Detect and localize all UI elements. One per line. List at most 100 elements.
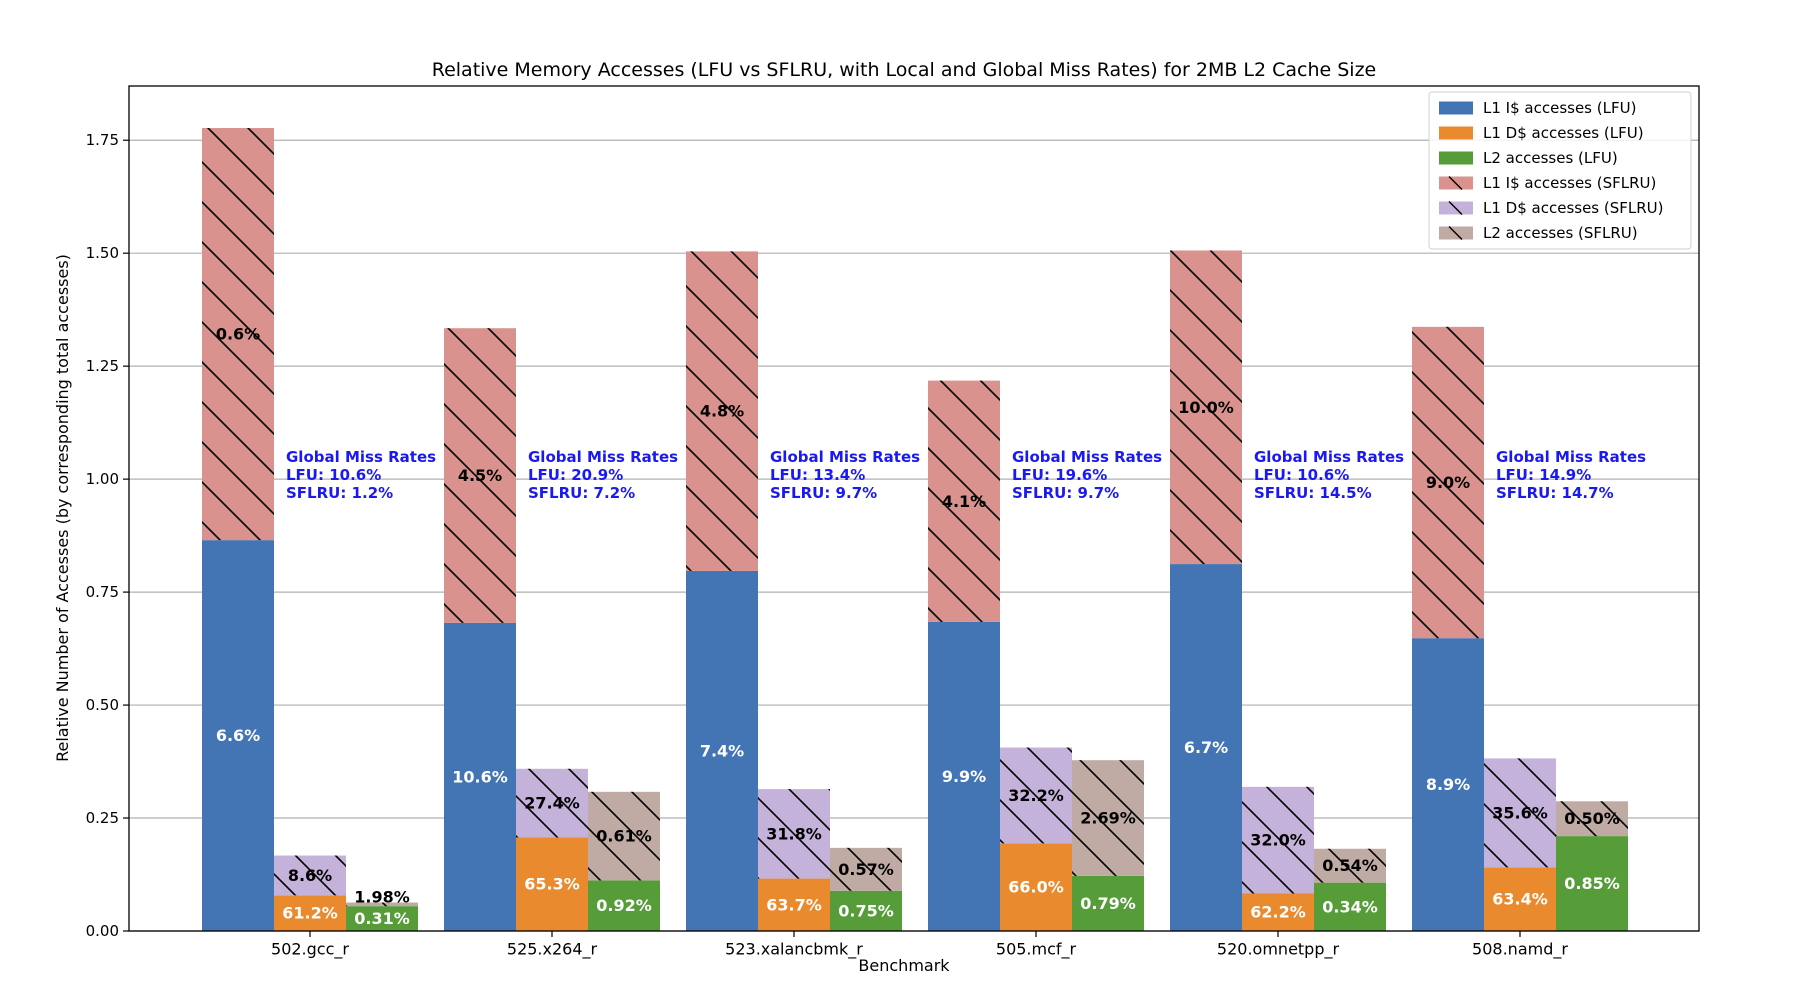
bar-l1i-lfu: [686, 570, 758, 931]
bar-l2-sflru-hatch: [830, 847, 902, 891]
legend-swatch-hatch: [1448, 201, 1463, 215]
bar-l1d-sflru-hatch: [274, 855, 346, 896]
label-l2-lfu: 0.34%: [1322, 897, 1378, 916]
global-miss-rates-heading: Global Miss Rates: [1254, 448, 1404, 466]
bar-l2-lfu: [346, 906, 418, 931]
label-l1d-lfu: 62.2%: [1250, 903, 1306, 922]
label-l2-lfu: 0.79%: [1080, 894, 1136, 913]
bar-l1i-lfu: [928, 621, 1000, 931]
bar-l1i-lfu: [1170, 564, 1242, 931]
legend-swatch: [1439, 101, 1473, 115]
label-l1i-lfu: 6.7%: [1184, 738, 1228, 757]
bar-l2-sflru-hatch: [588, 791, 660, 881]
global-miss-rates-heading: Global Miss Rates: [770, 448, 920, 466]
label-l2-sflru: 0.61%: [596, 827, 652, 846]
global-miss-rate-sflru: SFLRU: 14.5%: [1254, 484, 1372, 502]
label-l1d-sflru: 31.8%: [766, 824, 822, 843]
bar-l2-sflru-hatch: [1072, 760, 1144, 876]
bar-l1i-sflru-hatch: [686, 251, 758, 571]
x-tick-label: 508.namd_r: [1472, 940, 1568, 960]
label-l1d-sflru: 8.6%: [288, 866, 332, 885]
bar-l1i-lfu: [202, 540, 274, 931]
bar-l2-sflru-hatch: [1556, 801, 1628, 837]
bar-l2-sflru-hatch: [1314, 848, 1386, 883]
chart-title: Relative Memory Accesses (LFU vs SFLRU, …: [432, 59, 1377, 81]
label-l1i-sflru: 4.5%: [458, 466, 502, 485]
legend-label: L2 accesses (SFLRU): [1483, 224, 1638, 242]
bar-l1d-lfu: [274, 895, 346, 931]
legend-label: L1 I$ accesses (LFU): [1483, 99, 1636, 117]
label-l1i-sflru: 4.8%: [700, 402, 744, 421]
bar-l1d-lfu: [758, 878, 830, 931]
label-l1d-sflru: 32.2%: [1008, 786, 1064, 805]
bar-l1i-sflru-hatch: [1170, 250, 1242, 565]
label-l1i-lfu: 10.6%: [452, 767, 508, 786]
label-l1d-lfu: 63.4%: [1492, 890, 1548, 909]
x-tick-label: 502.gcc_r: [271, 940, 349, 960]
bar-l1d-sflru-hatch: [1484, 758, 1556, 868]
legend-label: L1 D$ accesses (SFLRU): [1483, 199, 1664, 217]
bar-l1i-lfu: [1412, 638, 1484, 931]
y-tick-label: 1.75: [86, 131, 119, 149]
global-miss-rate-sflru: SFLRU: 9.7%: [1012, 484, 1119, 502]
global-miss-rate-lfu: LFU: 20.9%: [528, 466, 623, 484]
x-axis-label: Benchmark: [858, 956, 950, 975]
grid-lines: [129, 139, 1699, 932]
global-miss-rate-sflru: SFLRU: 14.7%: [1496, 484, 1614, 502]
global-miss-rate-sflru: SFLRU: 1.2%: [286, 484, 393, 502]
bar-l2-sflru-hatch: [346, 902, 418, 907]
bar-labels: 6.6% 61.2% 0.31% 0.6% 8.6% 1.98% 10.6% 65.3% 0.9…: [216, 325, 1620, 928]
global-miss-rates-heading: Global Miss Rates: [286, 448, 436, 466]
bar-l1i-sflru-hatch: [444, 328, 516, 623]
y-tick-label: 0.00: [86, 922, 119, 940]
label-l1d-lfu: 63.7%: [766, 895, 822, 914]
global-miss-rate-lfu: LFU: 10.6%: [286, 466, 381, 484]
x-tick-label: 520.omnetpp_r: [1217, 940, 1340, 960]
label-l1d-sflru: 27.4%: [524, 794, 580, 813]
label-l1d-lfu: 61.2%: [282, 904, 338, 923]
x-tick-label: 505.mcf_r: [996, 940, 1077, 960]
bar-l1i-lfu: [444, 622, 516, 931]
label-l2-lfu: 0.85%: [1564, 874, 1620, 893]
bar-l1d-sflru-hatch: [516, 768, 588, 838]
bar-l1d-lfu: [1000, 843, 1072, 931]
label-l2-lfu: 0.31%: [354, 909, 410, 928]
global-miss-rates-heading: Global Miss Rates: [1012, 448, 1162, 466]
label-l2-sflru: 0.57%: [838, 860, 894, 879]
label-l2-sflru: 1.98%: [354, 888, 410, 907]
bar-l2-lfu: [1072, 875, 1144, 931]
label-l1i-lfu: 9.9%: [942, 767, 986, 786]
label-l2-sflru: 0.54%: [1322, 856, 1378, 875]
global-miss-rate-lfu: LFU: 19.6%: [1012, 466, 1107, 484]
label-l1i-lfu: 7.4%: [700, 741, 744, 760]
legend-box: [1428, 91, 1692, 250]
bar-l1i-sflru-hatch: [928, 380, 1000, 622]
legend-swatch-hatch: [1448, 226, 1463, 240]
y-tick-label: 1.00: [86, 470, 119, 488]
bar-l1i-sflru-hatch: [202, 128, 274, 541]
bar-l2-lfu: [588, 880, 660, 931]
bar-l1d-lfu: [516, 837, 588, 931]
label-l2-sflru: 0.50%: [1564, 809, 1620, 828]
label-l1i-sflru: 10.0%: [1178, 398, 1234, 417]
legend-swatch: [1439, 151, 1473, 165]
x-tick-label: 523.xalancbmk_r: [725, 940, 863, 960]
label-l1i-sflru: 4.1%: [942, 492, 986, 511]
label-l2-sflru: 2.69%: [1080, 809, 1136, 828]
label-l1i-lfu: 8.9%: [1426, 775, 1470, 794]
legend: L1 I$ accesses (LFU) L1 D$ accesses (LFU)…: [1428, 91, 1692, 250]
y-tick-label: 1.25: [86, 357, 119, 375]
bar-l1d-lfu: [1242, 893, 1314, 931]
plot-frame: [128, 85, 1700, 932]
global-miss-rate-sflru: SFLRU: 9.7%: [770, 484, 877, 502]
label-l2-lfu: 0.75%: [838, 901, 894, 920]
y-tick-label: 0.25: [86, 809, 119, 827]
bar-l2-lfu: [830, 890, 902, 931]
bar-l1i-sflru-hatch: [1412, 326, 1484, 639]
legend-label: L1 D$ accesses (LFU): [1483, 124, 1644, 142]
legend-swatch: [1439, 126, 1473, 140]
global-miss-rate-sflru: SFLRU: 7.2%: [528, 484, 635, 502]
legend-label: L2 accesses (LFU): [1483, 149, 1618, 167]
